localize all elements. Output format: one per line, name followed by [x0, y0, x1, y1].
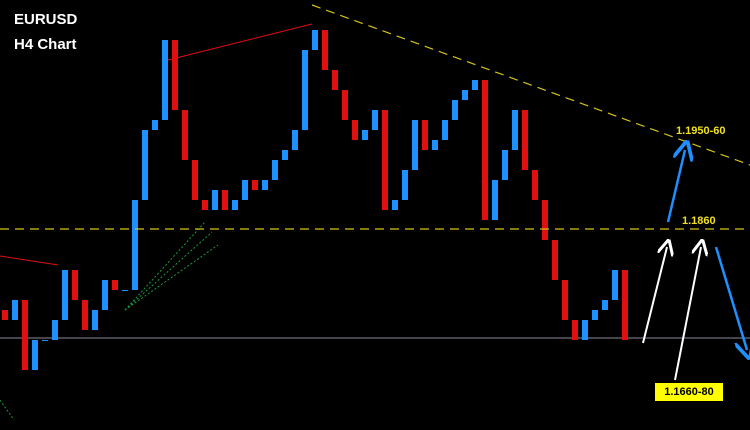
candle-body [302, 50, 308, 130]
candle-body [72, 270, 78, 300]
candle-body [212, 190, 218, 210]
candle-body [242, 180, 248, 200]
candle-body [62, 270, 68, 320]
candle-body [422, 120, 428, 150]
candle-body [282, 150, 288, 160]
candle-body [462, 90, 468, 100]
candle-body [162, 40, 168, 120]
candle-body [612, 270, 618, 300]
candle-body [552, 240, 558, 280]
candle-body [32, 340, 38, 370]
candle-body [12, 300, 18, 320]
candle-body [382, 110, 388, 210]
candle-body [362, 130, 368, 140]
candle-body [132, 200, 138, 290]
candle-body [502, 150, 508, 180]
candle-body [392, 200, 398, 210]
candle-body [112, 280, 118, 290]
candle-body [192, 160, 198, 200]
candle-body [542, 200, 548, 240]
candle-body [372, 110, 378, 130]
arrow [642, 247, 667, 344]
candle-body [92, 310, 98, 330]
candle-body [152, 120, 158, 130]
candle-body [42, 340, 48, 341]
candle-body [472, 80, 478, 90]
candle-body [272, 160, 278, 180]
candle-body [82, 300, 88, 330]
candle-body [202, 200, 208, 210]
candle-body [222, 190, 228, 210]
trend-line [167, 23, 313, 61]
candle-body [482, 80, 488, 220]
candle-body [182, 110, 188, 160]
chart-title: EURUSD [14, 11, 78, 28]
trend-line [0, 255, 59, 266]
arrow [674, 247, 701, 381]
candle-body [402, 170, 408, 200]
level-label: 1.1860 [682, 215, 716, 227]
candle-body [322, 30, 328, 70]
candle-body [262, 180, 268, 190]
candle-body [572, 320, 578, 340]
candle-body [122, 290, 128, 291]
candle-body [412, 120, 418, 170]
candle-body [232, 200, 238, 210]
candle-body [292, 130, 298, 150]
candle-body [352, 120, 358, 140]
chart-subtitle: H4 Chart [14, 36, 77, 53]
candle-body [332, 70, 338, 90]
candle-body [432, 140, 438, 150]
candle-body [622, 270, 628, 340]
arrow [666, 150, 685, 223]
label-box [655, 383, 723, 401]
candle-body [582, 320, 588, 340]
candle-body [252, 180, 258, 190]
candle-body [532, 170, 538, 200]
candle-body [102, 280, 108, 310]
candle-body [522, 110, 528, 170]
candle-body [602, 300, 608, 310]
candle-body [172, 40, 178, 110]
candle-body [342, 90, 348, 120]
candles [2, 30, 628, 370]
candle-body [452, 100, 458, 120]
annotation: 1.1660-80 [664, 386, 714, 398]
fan-lines [0, 221, 219, 421]
annotation: 1.1950-60 [676, 125, 726, 137]
arrow [714, 246, 747, 350]
candle-body [2, 310, 8, 320]
candle-body [442, 120, 448, 140]
candle-body [492, 180, 498, 220]
candle-body [512, 110, 518, 150]
candle-body [562, 280, 568, 320]
candle-body [142, 130, 148, 200]
candle-body [52, 320, 58, 340]
candle-body [592, 310, 598, 320]
resistance-line [311, 4, 750, 166]
candle-body [312, 30, 318, 50]
candle-body [22, 300, 28, 370]
